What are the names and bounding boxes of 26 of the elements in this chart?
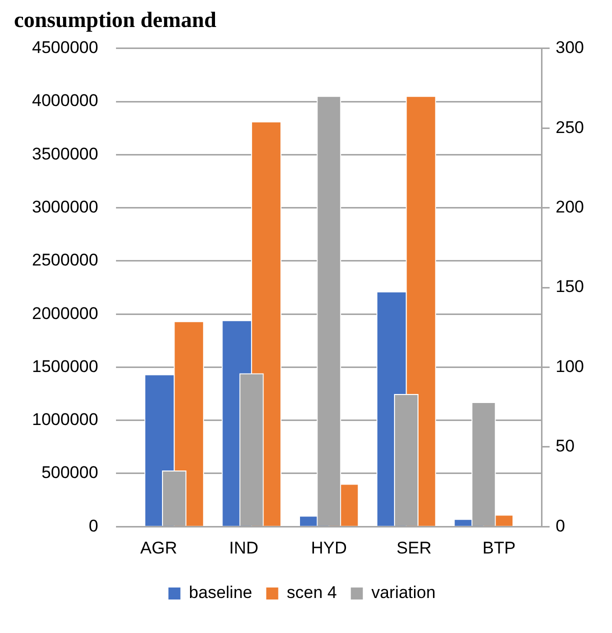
x-tick-label: IND (229, 538, 258, 558)
y2-tick-label: 150 (556, 277, 584, 296)
x-tick-label: SER (396, 538, 432, 558)
y-tick-label: 4500000 (32, 38, 98, 58)
legend-label: variation (371, 583, 436, 602)
y-tick-label: 3000000 (32, 197, 98, 216)
y-tick-label: 2500000 (32, 250, 98, 270)
y2-tick-label: 200 (556, 197, 584, 216)
y2-tick-label: 50 (556, 436, 575, 456)
y-tick-label: 0 (88, 516, 98, 536)
chart-title: consumption demand (14, 6, 216, 32)
y2-tick-label: 300 (556, 38, 584, 58)
legend-label: baseline (188, 583, 252, 602)
y-tick-label: 1500000 (32, 356, 98, 376)
y-tick-label: 2000000 (32, 304, 98, 323)
y-tick-label: 3500000 (32, 144, 98, 164)
x-tick-label: AGR (140, 538, 178, 558)
y2-tick-label: 0 (556, 516, 566, 536)
y-tick-label: 4000000 (32, 91, 98, 110)
legend-label: scen 4 (286, 583, 337, 602)
y2-tick-label: 100 (556, 356, 584, 376)
y-tick-label: 500000 (41, 463, 98, 482)
y-tick-label: 1000000 (32, 410, 98, 430)
y2-tick-label: 250 (556, 118, 584, 137)
x-tick-label: HYD (310, 538, 347, 558)
x-tick-label: BTP (482, 538, 516, 558)
